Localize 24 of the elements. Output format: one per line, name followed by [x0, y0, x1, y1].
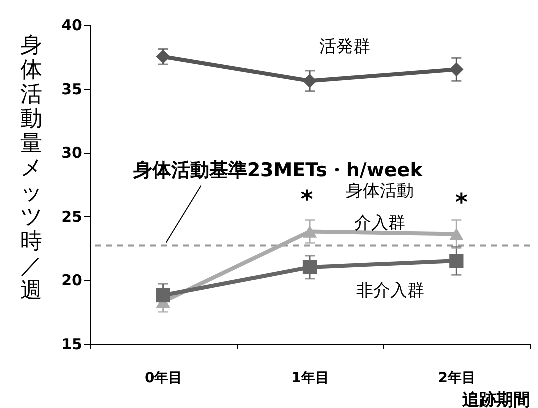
y-tick-label: 15: [62, 336, 82, 354]
x-axis-title: 追跡期間: [462, 390, 530, 408]
y-tick-label: 30: [62, 144, 82, 162]
series-label: 身体活動介入群: [346, 182, 414, 234]
point: [302, 260, 318, 275]
point: [450, 228, 464, 240]
annotation: *: [455, 188, 468, 216]
y-tick-label: 25: [62, 208, 82, 226]
series-label: 非介入群: [356, 281, 425, 302]
text: 身体活動量メッツ時／週: [20, 34, 44, 304]
x-tick-label: 1年目: [292, 370, 330, 386]
x-tick-label: 2年目: [438, 370, 476, 386]
point: [450, 254, 464, 268]
y-tick-label: 35: [62, 80, 82, 98]
point: [302, 74, 318, 88]
y-tick-label: 20: [62, 272, 82, 290]
series-label: 活発群: [320, 37, 370, 58]
ref-line-label: 身体活動基準23METs・h/week: [132, 160, 424, 182]
point: [156, 288, 170, 303]
x-tick-label: 0年目: [144, 370, 183, 386]
y-tick-label: 40: [62, 16, 82, 34]
annotation: *: [300, 186, 314, 214]
point: [302, 226, 318, 238]
point: [450, 62, 464, 77]
